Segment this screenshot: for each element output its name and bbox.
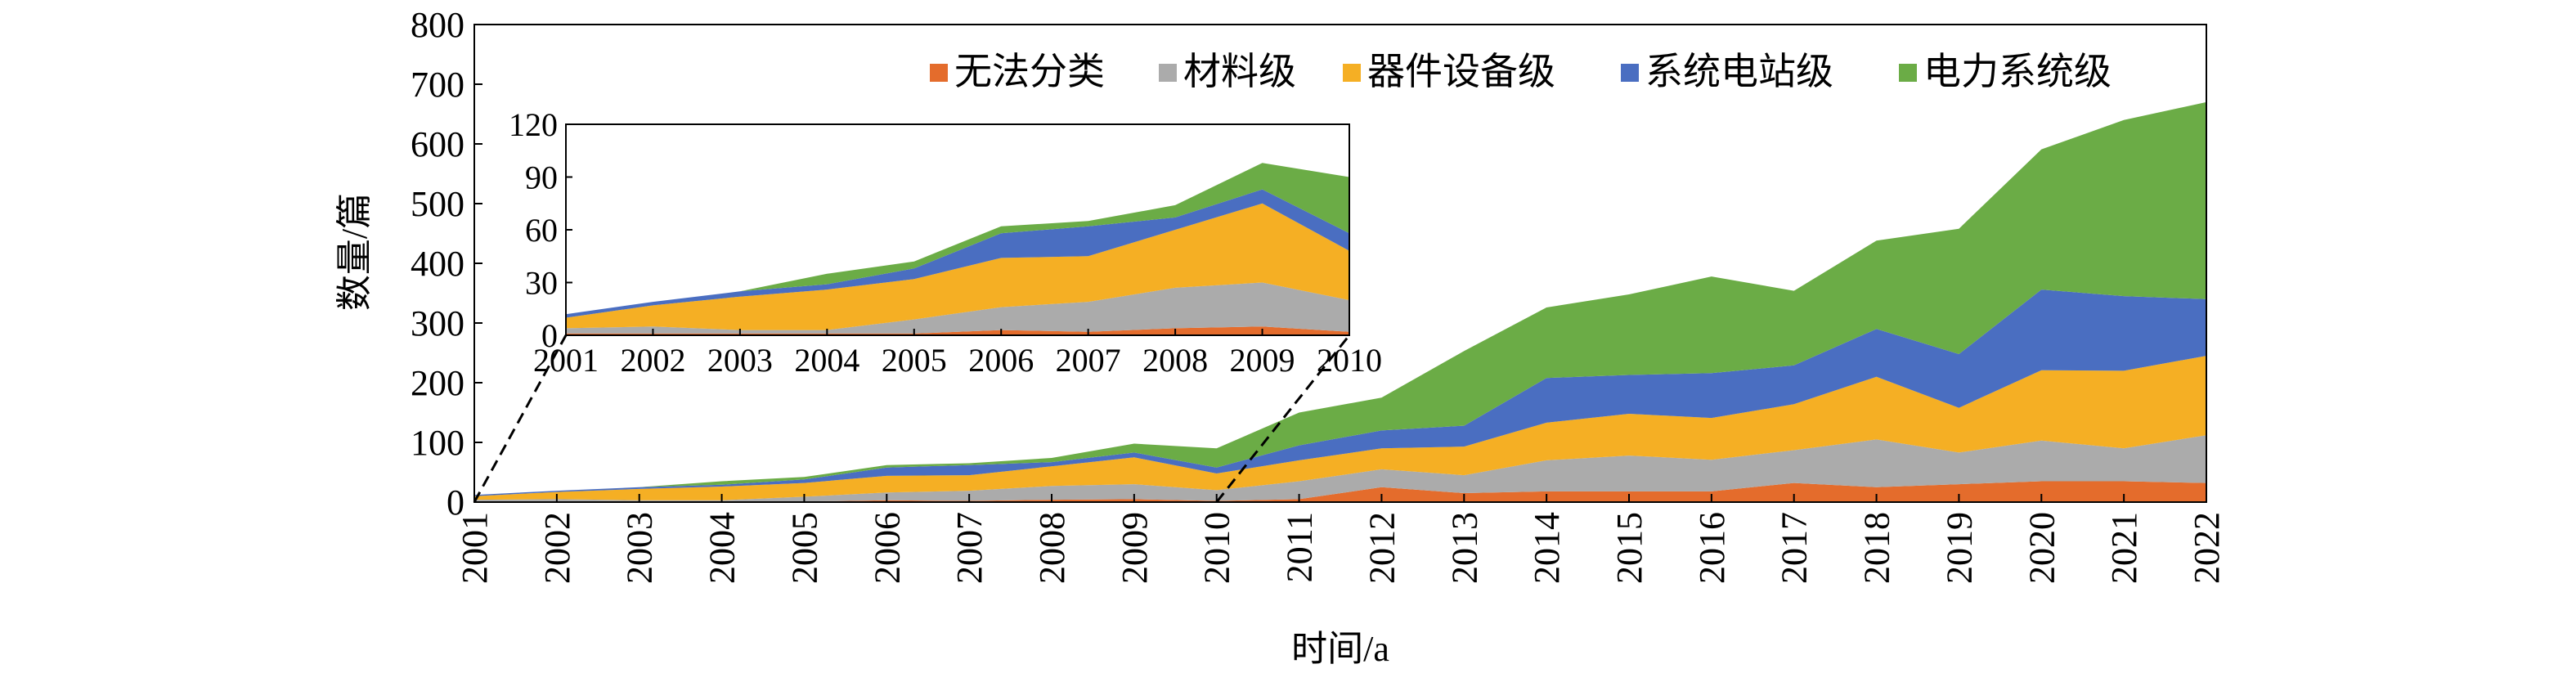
inset-area-series-5 [566, 163, 1349, 315]
legend-item: 电力系统级 [1899, 51, 2112, 92]
y-tick-label: 800 [411, 5, 464, 45]
x-tick-label: 2020 [2022, 512, 2062, 584]
inset-y-tick-label: 120 [509, 106, 558, 143]
x-tick-label: 2015 [1609, 512, 1649, 584]
x-tick-label: 2003 [620, 512, 660, 584]
inset-y-tick-label: 0 [541, 317, 558, 354]
inset-area-series-3 [566, 203, 1349, 330]
inset-y-tick-label: 30 [525, 265, 558, 302]
inset-x-tick-label: 2002 [620, 342, 685, 379]
x-tick-label: 2018 [1857, 512, 1897, 584]
x-tick-label: 2021 [2104, 512, 2144, 584]
x-tick-label: 2022 [2187, 512, 2227, 584]
x-axis-title: 时间/a [1291, 629, 1389, 669]
x-tick-label: 2010 [1197, 512, 1237, 584]
x-tick-label: 2001 [455, 512, 495, 584]
inset-x-tick-label: 2003 [707, 342, 773, 379]
y-tick-label: 400 [411, 244, 464, 284]
x-tick-label: 2011 [1280, 512, 1320, 582]
legend-item: 材料级 [1159, 51, 1296, 92]
legend-label: 电力系统级 [1923, 51, 2112, 92]
legend-label: 系统电站级 [1645, 51, 1833, 92]
x-tick-label: 2009 [1115, 512, 1155, 584]
inset-x-tick-label: 2006 [968, 342, 1034, 379]
y-tick-label: 200 [411, 363, 464, 403]
y-tick-label: 300 [411, 303, 464, 343]
area-series-5 [474, 101, 2206, 496]
inset-y-tick-label: 90 [525, 159, 558, 196]
legend-swatch [1343, 64, 1361, 82]
area-series-2 [474, 435, 2206, 502]
inset-area-series-2 [566, 282, 1349, 334]
inset-x-tick-label: 2010 [1317, 342, 1382, 379]
inset-x-tick-label: 2009 [1230, 342, 1295, 379]
area-series-3 [474, 356, 2206, 500]
legend-item: 系统电站级 [1621, 51, 1833, 92]
y-tick-label: 700 [411, 65, 464, 105]
x-tick-label: 2014 [1527, 512, 1567, 584]
zoom-connector-lines [473, 334, 1351, 503]
x-tick-label: 2008 [1032, 512, 1072, 584]
inset-chart: 0 30 60 90 120 2001 2002 2003 2004 2005 2006 2007 20… [509, 106, 1382, 379]
legend-label: 材料级 [1183, 51, 1296, 92]
x-tick-label: 2006 [867, 512, 907, 584]
legend-label: 器件设备级 [1367, 51, 1555, 92]
legend-label: 无法分类 [954, 51, 1105, 92]
x-tick-label: 2012 [1362, 512, 1402, 584]
inset-y-tick-label: 60 [525, 212, 558, 249]
inset-x-tick-label: 2004 [794, 342, 859, 379]
zoom-line-left [473, 334, 568, 503]
legend-item: 器件设备级 [1343, 51, 1555, 92]
y-tick-label: 100 [411, 423, 464, 463]
legend: 无法分类 材料级 器件设备级 系统电站级 电力系统级 [930, 51, 2112, 92]
area-series-4 [474, 289, 2206, 496]
x-tick-label: 2004 [702, 512, 743, 584]
y-axis-title: 数量/篇 [334, 193, 375, 311]
legend-swatch [1899, 64, 1917, 82]
x-tick-label: 2013 [1444, 512, 1484, 584]
x-tick-label: 2002 [537, 512, 577, 584]
y-tick-label: 0 [447, 482, 464, 523]
x-tick-label: 2007 [949, 512, 990, 584]
legend-swatch [1621, 64, 1639, 82]
x-tick-label: 2016 [1692, 512, 1732, 584]
inset-x-tick-label: 2008 [1142, 342, 1208, 379]
y-tick-label: 600 [411, 124, 464, 164]
inset-x-tick-label: 2005 [882, 342, 947, 379]
legend-item: 无法分类 [930, 51, 1105, 92]
x-tick-label: 2005 [784, 512, 824, 584]
inset-x-tick-label: 2001 [533, 342, 599, 379]
legend-swatch [930, 64, 948, 82]
inset-area-series-4 [566, 189, 1349, 318]
x-tick-label: 2019 [1939, 512, 1979, 584]
y-tick-label: 500 [411, 184, 464, 224]
inset-x-tick-label: 2007 [1056, 342, 1121, 379]
area-series-1 [474, 481, 2206, 502]
inset-area-series-1 [566, 326, 1349, 335]
x-tick-label: 2017 [1775, 512, 1815, 584]
legend-swatch [1159, 64, 1177, 82]
main-plot-areas [474, 101, 2206, 502]
